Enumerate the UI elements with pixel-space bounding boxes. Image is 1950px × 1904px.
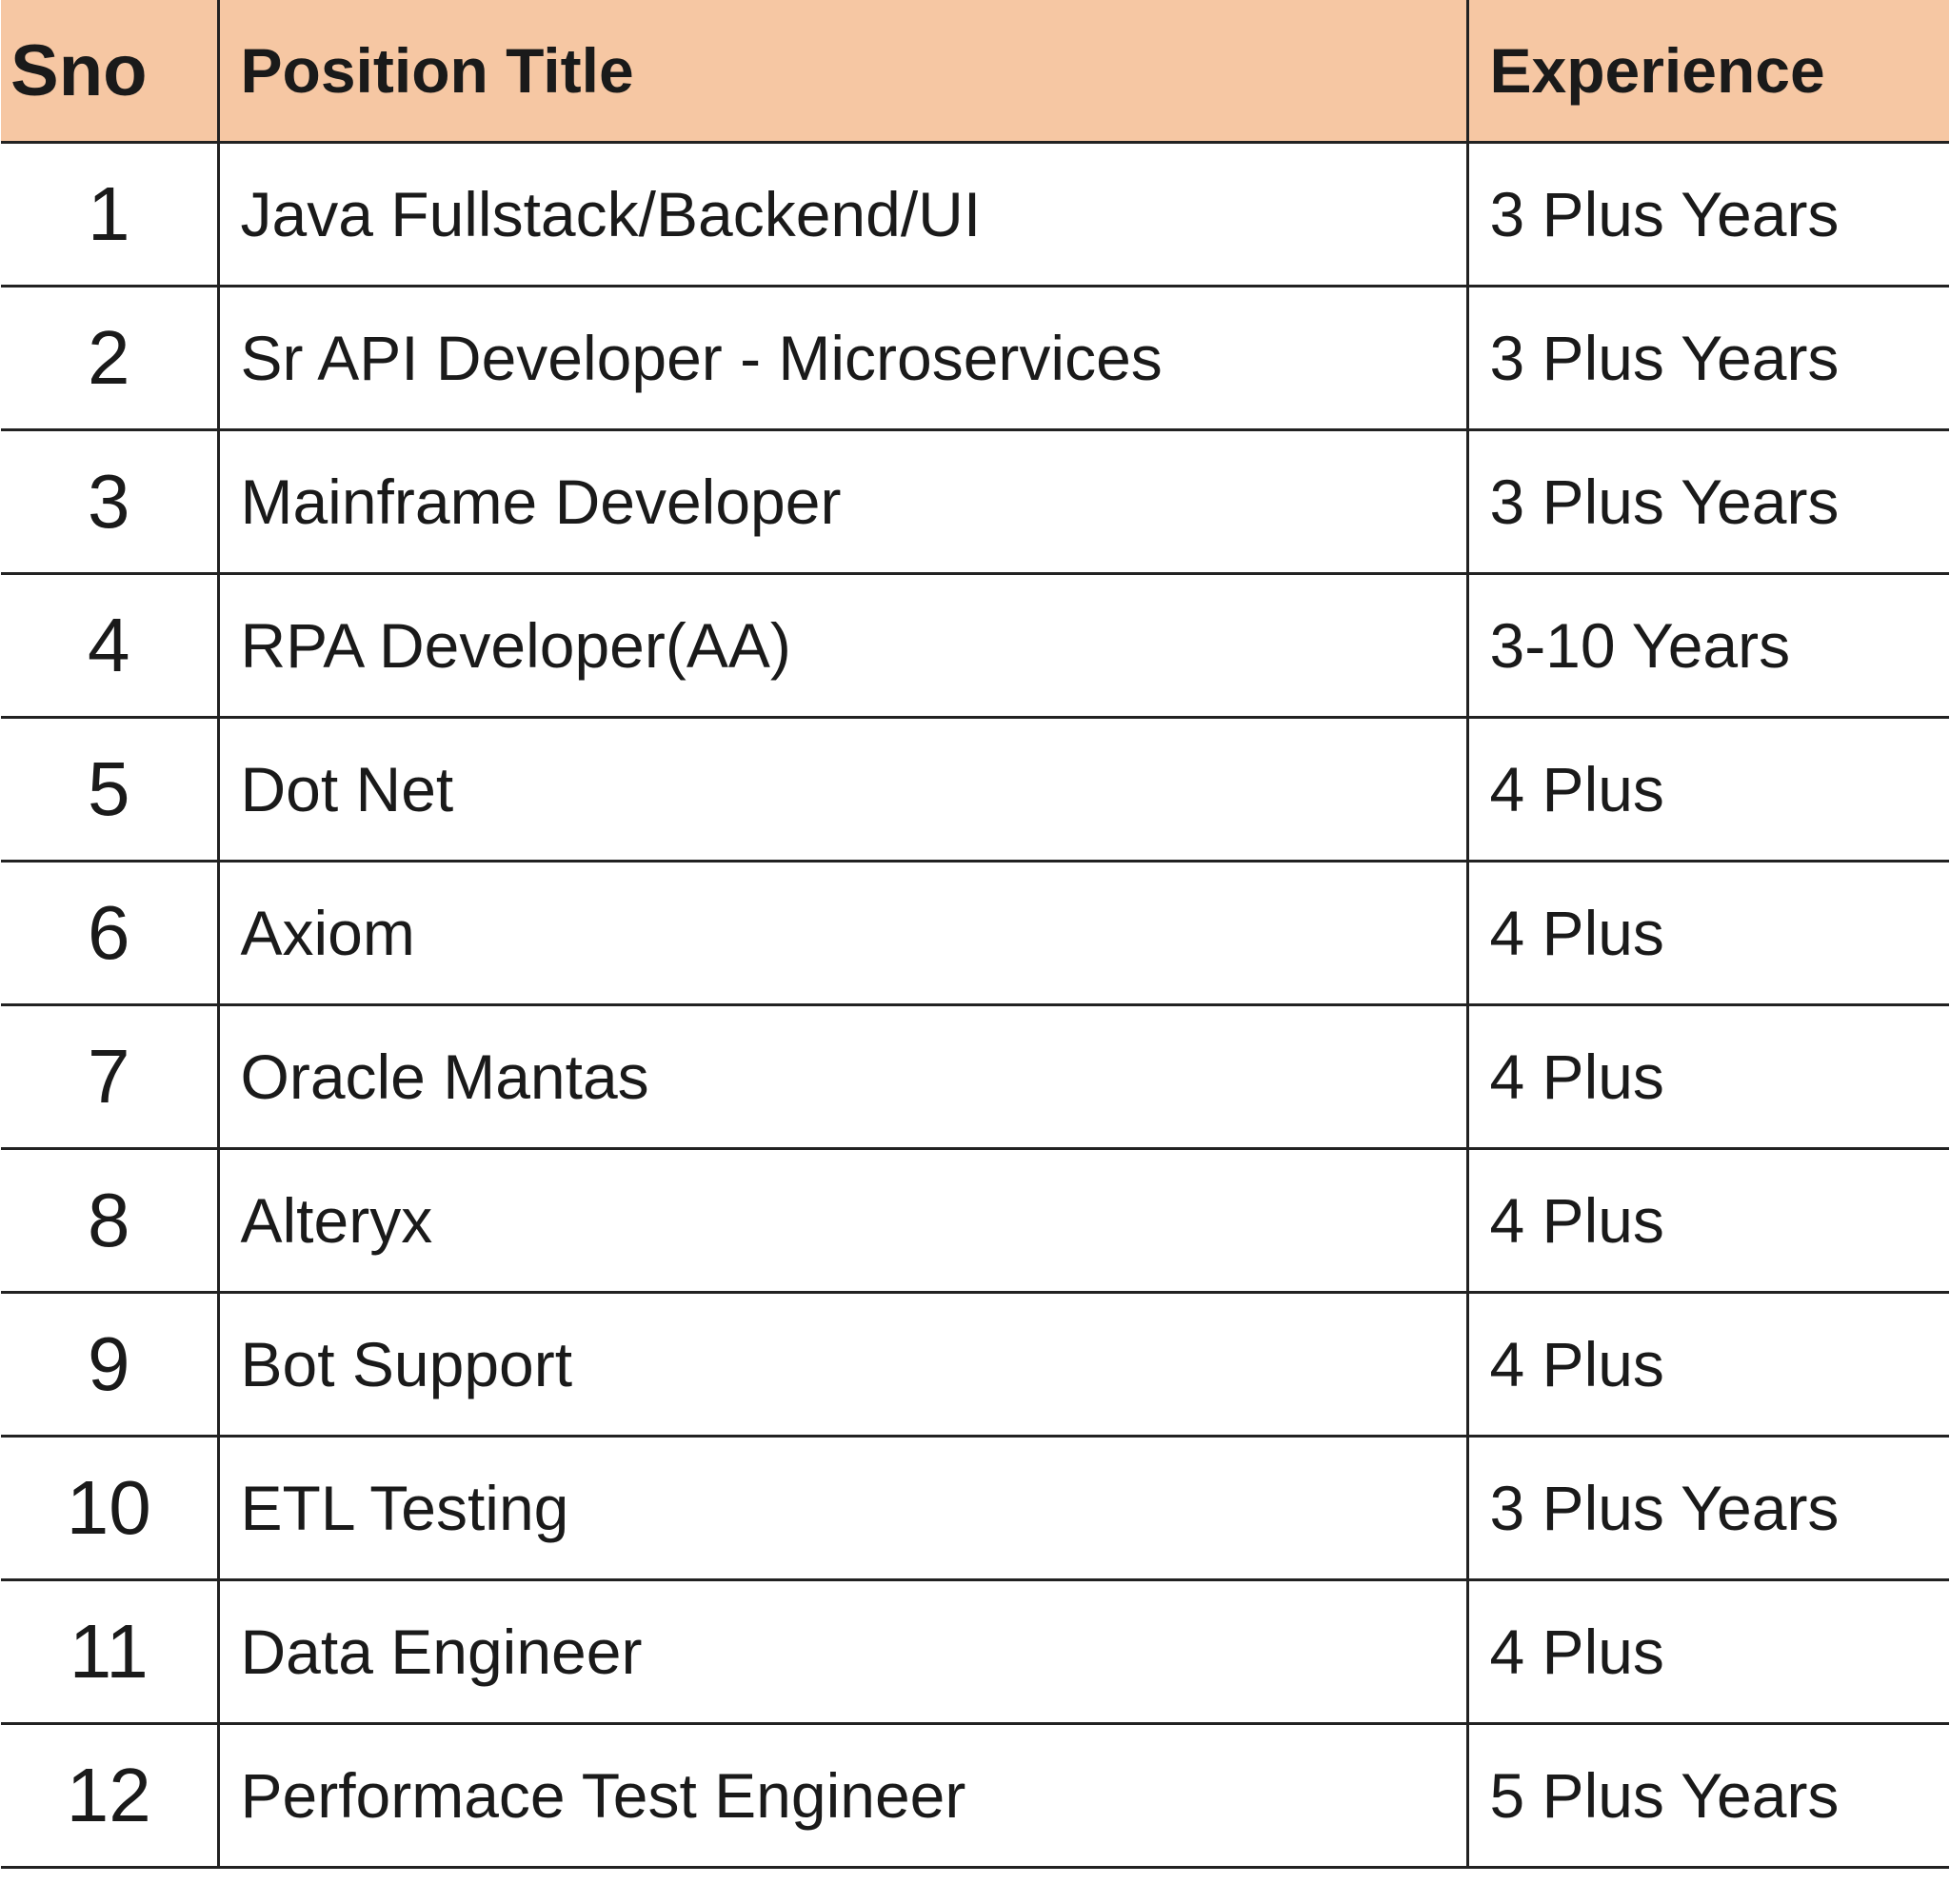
table-row: 4 RPA Developer(AA) 3-10 Years — [1, 572, 1949, 719]
experience-cell: 3 Plus Years — [1465, 285, 1949, 431]
sno-cell: 9 — [1, 1291, 220, 1438]
table-row: 11 Data Engineer 4 Plus — [1, 1578, 1949, 1725]
sno-cell: 10 — [1, 1435, 220, 1581]
table-row: 1 Java Fullstack/Backend/UI 3 Plus Years — [1, 141, 1949, 288]
experience-cell: 4 Plus — [1465, 1147, 1949, 1294]
table-row: 6 Axiom 4 Plus — [1, 860, 1949, 1006]
header-cell: Position Title — [216, 0, 1469, 144]
sno-cell: 7 — [1, 1003, 220, 1150]
sno-cell: 4 — [1, 572, 220, 719]
experience-cell: 3 Plus Years — [1465, 141, 1949, 288]
table-row: 12 Performace Test Engineer 5 Plus Years — [1, 1722, 1949, 1869]
experience-cell: 4 Plus — [1465, 1578, 1949, 1725]
table-row: 8 Alteryx 4 Plus — [1, 1147, 1949, 1294]
header-cell: Experience — [1465, 0, 1949, 144]
sno-cell: 5 — [1, 716, 220, 863]
sno-cell: 8 — [1, 1147, 220, 1294]
experience-cell: 3 Plus Years — [1465, 428, 1949, 575]
position-cell: RPA Developer(AA) — [216, 572, 1469, 719]
sno-cell: 11 — [1, 1578, 220, 1725]
experience-cell: 4 Plus — [1465, 1003, 1949, 1150]
header-row: Sno Position Title Experience — [1, 0, 1949, 144]
experience-cell: 3 Plus Years — [1465, 1435, 1949, 1581]
position-cell: Dot Net — [216, 716, 1469, 863]
experience-cell: 4 Plus — [1465, 1291, 1949, 1438]
position-cell: Sr API Developer - Microservices — [216, 285, 1469, 431]
experience-cell: 4 Plus — [1465, 716, 1949, 863]
position-cell: Axiom — [216, 860, 1469, 1006]
table-row: 3 Mainframe Developer 3 Plus Years — [1, 428, 1949, 575]
table-row: 7 Oracle Mantas 4 Plus — [1, 1003, 1949, 1150]
position-cell: Alteryx — [216, 1147, 1469, 1294]
table-row: 5 Dot Net 4 Plus — [1, 716, 1949, 863]
table-row: 10 ETL Testing 3 Plus Years — [1, 1435, 1949, 1581]
position-cell: Java Fullstack/Backend/UI — [216, 141, 1469, 288]
sno-cell: 6 — [1, 860, 220, 1006]
position-cell: Mainframe Developer — [216, 428, 1469, 575]
sno-cell: 2 — [1, 285, 220, 431]
position-cell: Bot Support — [216, 1291, 1469, 1438]
table-body: 1 Java Fullstack/Backend/UI 3 Plus Years 2 S… — [1, 141, 1949, 1869]
position-cell: Oracle Mantas — [216, 1003, 1469, 1150]
table-row: 9 Bot Support 4 Plus — [1, 1291, 1949, 1438]
position-cell: Data Engineer — [216, 1578, 1469, 1725]
position-cell: Performace Test Engineer — [216, 1722, 1469, 1869]
sno-cell: 12 — [1, 1722, 220, 1869]
sno-cell: 1 — [1, 141, 220, 288]
experience-cell: 3-10 Years — [1465, 572, 1949, 719]
table-row: 2 Sr API Developer - Microservices 3 Plus … — [1, 285, 1949, 431]
sno-cell: 3 — [1, 428, 220, 575]
experience-cell: 5 Plus Years — [1465, 1722, 1949, 1869]
table-header: Sno Position Title Experience — [1, 0, 1949, 144]
experience-cell: 4 Plus — [1465, 860, 1949, 1006]
header-cell: Sno — [1, 0, 220, 144]
position-cell: ETL Testing — [216, 1435, 1469, 1581]
